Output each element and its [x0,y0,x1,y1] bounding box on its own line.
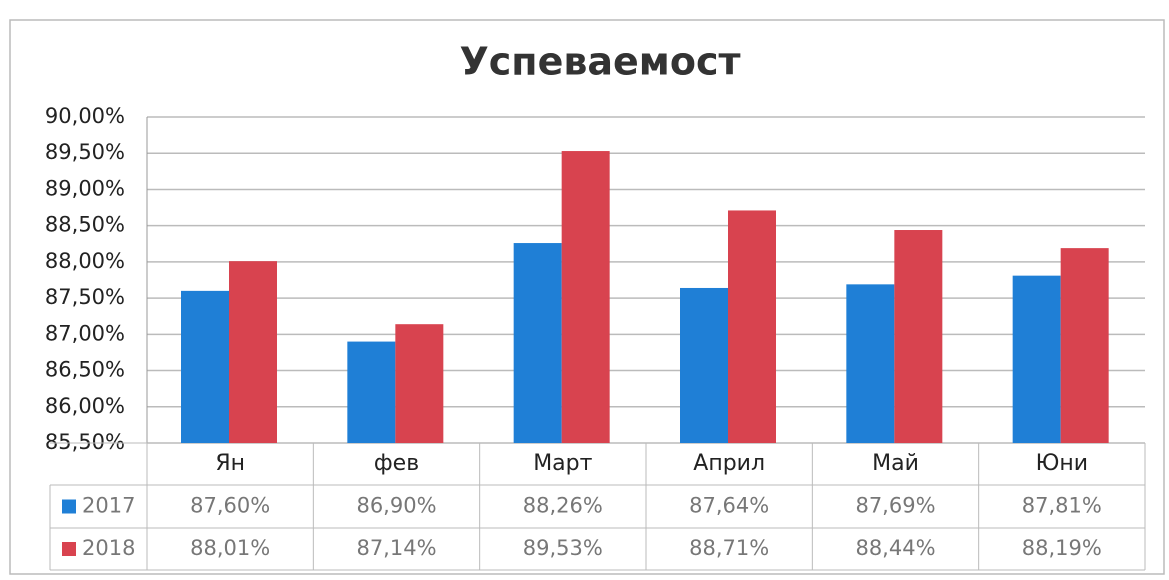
y-tick-label: 85,50% [45,430,125,454]
bar [229,261,277,443]
table-value: 87,69% [855,494,935,518]
bar [728,210,776,443]
x-tick-label: фев [374,451,419,476]
bar [894,230,943,443]
x-tick-label: Ян [215,451,245,476]
y-tick-label: 87,50% [45,285,125,309]
bar [1012,275,1061,443]
legend-swatch [62,542,76,556]
table-value: 87,64% [689,494,769,518]
legend-swatch [62,499,76,514]
table-value: 88,01% [190,536,270,560]
bar [347,341,396,443]
x-tick-label: Март [533,451,592,476]
table-value: 88,44% [855,536,935,560]
bar [561,151,610,443]
legend-label: 2018 [82,536,135,560]
y-tick-label: 87,00% [45,321,125,345]
table-value: 86,90% [356,494,436,518]
bar [513,243,562,443]
table-value: 88,19% [1022,536,1102,560]
bar [395,324,444,443]
table-value: 87,60% [190,494,270,518]
table-value: 88,26% [523,494,603,518]
y-tick-label: 88,50% [45,213,125,237]
y-tick-label: 89,50% [45,140,125,164]
y-tick-label: 89,00% [45,176,125,200]
table-value: 89,53% [523,536,603,560]
x-tick-label: Април [693,451,765,476]
y-tick-label: 86,00% [45,394,125,418]
legend-label: 2017 [82,494,135,518]
table-value: 87,81% [1022,494,1102,518]
y-tick-label: 88,00% [45,249,125,273]
bar [1060,248,1109,443]
x-tick-label: Май [872,451,919,476]
bar [181,290,229,443]
bar [846,284,895,443]
table-value: 87,14% [356,536,436,560]
chart-title: Успеваемост [459,40,740,84]
x-tick-label: Юни [1036,451,1088,476]
table-value: 88,71% [689,536,769,560]
y-tick-label: 90,00% [45,104,125,128]
bar [680,287,728,443]
y-tick-label: 86,50% [45,358,125,382]
